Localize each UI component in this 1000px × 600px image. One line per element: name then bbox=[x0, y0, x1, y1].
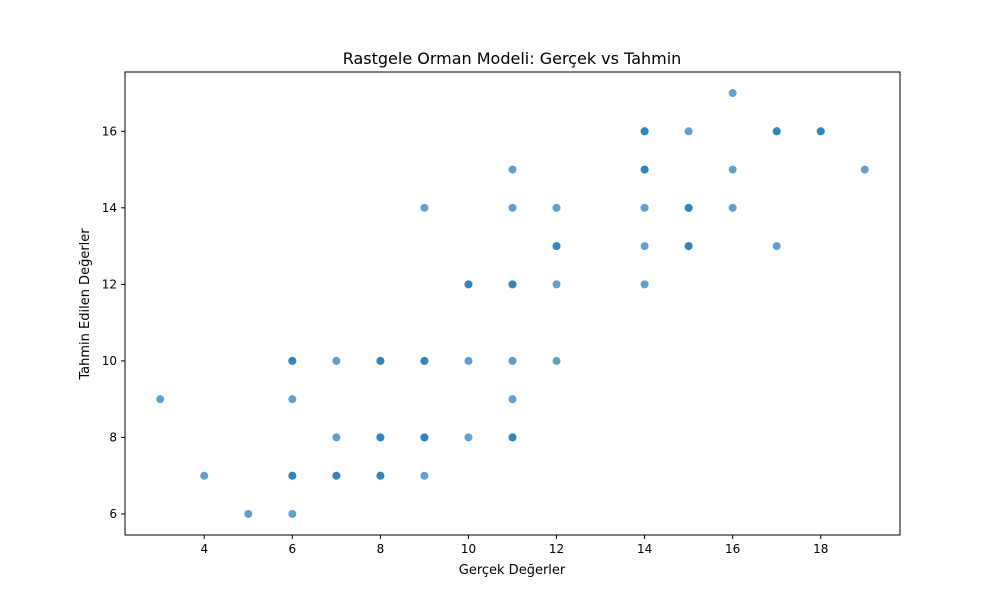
data-point-28 bbox=[464, 280, 473, 289]
data-point-40 bbox=[552, 242, 561, 251]
plot-frame bbox=[124, 71, 901, 536]
x-tick-label: 10 bbox=[461, 542, 476, 556]
data-point-30 bbox=[508, 433, 517, 442]
data-point-24 bbox=[420, 203, 429, 212]
data-point-32 bbox=[508, 356, 517, 365]
data-point-44 bbox=[640, 203, 649, 212]
x-tick-label: 4 bbox=[200, 542, 208, 556]
data-point-57 bbox=[772, 242, 781, 251]
y-tick-label: 12 bbox=[102, 277, 117, 291]
data-point-36 bbox=[508, 165, 517, 174]
y-axis-label: Tahmin Edilen Değerler bbox=[78, 228, 93, 381]
x-axis-label: Gerçek Değerler bbox=[459, 563, 566, 578]
y-tick-label: 14 bbox=[102, 201, 117, 215]
data-point-16 bbox=[376, 433, 385, 442]
y-tick-label: 8 bbox=[109, 430, 117, 444]
x-tick-label: 8 bbox=[377, 542, 385, 556]
data-point-54 bbox=[728, 203, 737, 212]
data-point-1 bbox=[200, 471, 209, 480]
data-point-59 bbox=[772, 127, 781, 136]
data-point-10 bbox=[332, 471, 341, 480]
data-point-8 bbox=[288, 356, 297, 365]
data-point-34 bbox=[508, 280, 517, 289]
data-point-38 bbox=[552, 280, 561, 289]
points-layer bbox=[156, 89, 869, 518]
x-tick-label: 16 bbox=[725, 542, 740, 556]
data-point-37 bbox=[552, 356, 561, 365]
y-tick-label: 6 bbox=[109, 507, 117, 521]
data-point-14 bbox=[376, 471, 385, 480]
data-point-62 bbox=[860, 165, 869, 174]
data-point-50 bbox=[684, 242, 693, 251]
data-point-43 bbox=[640, 242, 649, 251]
data-point-41 bbox=[552, 203, 561, 212]
x-tick-label: 12 bbox=[549, 542, 564, 556]
data-point-6 bbox=[288, 395, 297, 404]
y-tick-label: 10 bbox=[102, 354, 117, 368]
data-point-11 bbox=[332, 433, 341, 442]
chart-title: Rastgele Orman Modeli: Gerçek vs Tahmin bbox=[343, 49, 682, 68]
data-point-23 bbox=[420, 356, 429, 365]
data-point-48 bbox=[640, 127, 649, 136]
y-axis-ticks: 6 8 10 12 14 16 bbox=[102, 124, 125, 521]
data-point-42 bbox=[640, 280, 649, 289]
data-point-3 bbox=[288, 509, 297, 518]
data-point-12 bbox=[332, 356, 341, 365]
data-point-25 bbox=[464, 433, 473, 442]
data-point-53 bbox=[684, 127, 693, 136]
data-point-0 bbox=[156, 395, 165, 404]
data-point-31 bbox=[508, 395, 517, 404]
data-point-61 bbox=[816, 127, 825, 136]
x-tick-label: 14 bbox=[637, 542, 652, 556]
data-point-18 bbox=[376, 356, 385, 365]
data-point-19 bbox=[420, 471, 429, 480]
data-point-21 bbox=[420, 433, 429, 442]
data-point-26 bbox=[464, 356, 473, 365]
data-point-55 bbox=[728, 165, 737, 174]
y-tick-label: 16 bbox=[102, 124, 117, 138]
x-tick-label: 6 bbox=[289, 542, 297, 556]
data-point-2 bbox=[244, 509, 253, 518]
data-point-46 bbox=[640, 165, 649, 174]
data-point-52 bbox=[684, 203, 693, 212]
x-tick-label: 18 bbox=[813, 542, 828, 556]
data-point-56 bbox=[728, 89, 737, 98]
data-point-35 bbox=[508, 203, 517, 212]
x-axis-ticks: 4 6 8 10 12 14 16 18 bbox=[200, 535, 828, 556]
data-point-5 bbox=[288, 471, 297, 480]
